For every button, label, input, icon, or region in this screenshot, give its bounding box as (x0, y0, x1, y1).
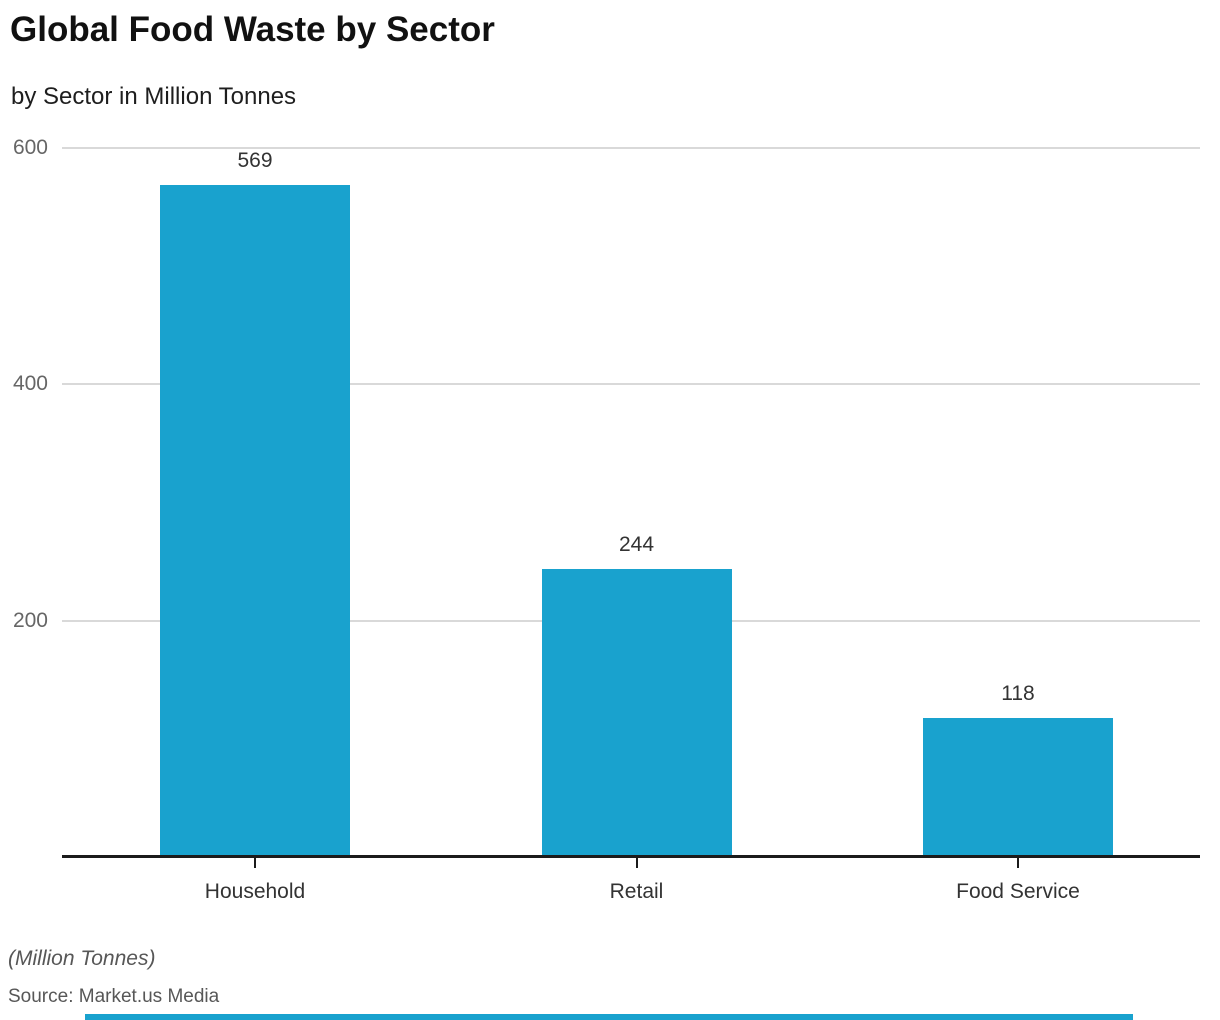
bar-value-label: 118 (1001, 681, 1035, 705)
gridline-600 (62, 147, 1200, 149)
chart-title: Global Food Waste by Sector (10, 10, 495, 49)
gridline-400 (62, 383, 1200, 386)
bar-value-label: 569 (237, 148, 273, 172)
x-axis-tick (254, 858, 256, 868)
source-credit: Source: Market.us Media (8, 986, 220, 1007)
y-axis-tick-label: 600 (12, 136, 48, 159)
unit-note: (Million Tonnes) (8, 947, 156, 970)
chart-subtitle: by Sector in Million Tonnes (11, 83, 297, 110)
bar-retail (541, 568, 732, 857)
x-axis-line (62, 855, 1200, 858)
bar-food-service (923, 717, 1113, 857)
bar-household (160, 184, 350, 857)
y-axis-tick-label: 400 (12, 372, 48, 396)
x-axis-tick (1017, 858, 1019, 868)
x-axis-category-label: Retail (609, 880, 664, 903)
x-axis-category-label: Household (204, 880, 306, 903)
y-axis-tick-label: 200 (12, 608, 48, 632)
bottom-accent-bar (85, 1014, 1133, 1020)
bar-value-label: 244 (618, 532, 655, 556)
x-axis-tick (635, 858, 638, 868)
x-axis-category-label: Food Service (956, 880, 1080, 903)
